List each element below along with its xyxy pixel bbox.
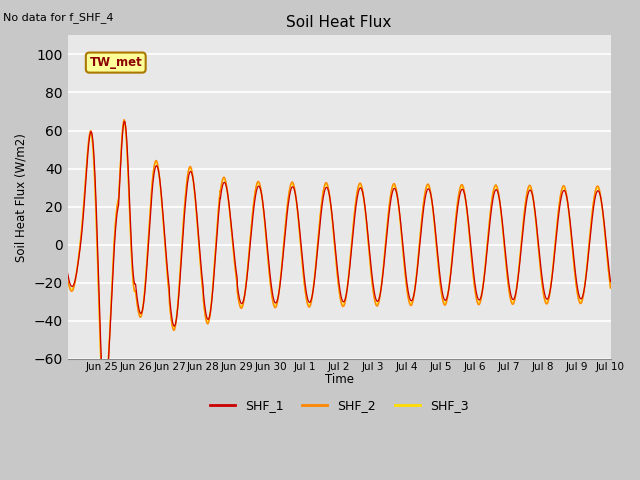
SHF_2 [100, 400, 108, 406]
SHF_1 [372, 297, 380, 302]
SHF_1 [101, 393, 109, 398]
SHF_2 [236, 302, 243, 308]
Line: SHF_2: SHF_2 [68, 120, 611, 403]
SHF_1 [503, 263, 511, 269]
Line: SHF_1: SHF_1 [68, 121, 611, 396]
SHF_3 [534, 236, 541, 242]
SHF_2 [534, 234, 541, 240]
SHF_3 [120, 120, 128, 126]
SHF_3 [599, 216, 607, 221]
Legend: SHF_1, SHF_2, SHF_3: SHF_1, SHF_2, SHF_3 [205, 395, 473, 418]
SHF_2 [372, 302, 380, 308]
Y-axis label: Soil Heat Flux (W/m2): Soil Heat Flux (W/m2) [15, 132, 28, 262]
SHF_2 [599, 213, 607, 218]
SHF_2 [64, 276, 72, 282]
SHF_1 [599, 211, 607, 217]
SHF_1 [120, 119, 128, 124]
SHF_3 [607, 285, 614, 291]
SHF_2 [118, 132, 126, 137]
SHF_1 [236, 296, 243, 301]
SHF_3 [503, 270, 511, 276]
SHF_3 [100, 399, 108, 405]
Title: Soil Heat Flux: Soil Heat Flux [286, 15, 392, 30]
SHF_1 [607, 279, 614, 285]
SHF_1 [64, 271, 72, 276]
SHF_3 [64, 276, 72, 282]
SHF_1 [118, 137, 126, 143]
SHF_1 [534, 230, 541, 236]
Text: No data for f_SHF_4: No data for f_SHF_4 [3, 12, 114, 23]
Line: SHF_3: SHF_3 [68, 123, 611, 402]
SHF_3 [372, 300, 380, 306]
SHF_3 [118, 133, 126, 139]
Text: TW_met: TW_met [90, 56, 142, 69]
SHF_2 [503, 269, 511, 275]
SHF_3 [236, 301, 243, 307]
X-axis label: Time: Time [324, 373, 353, 386]
SHF_2 [607, 285, 614, 291]
SHF_2 [120, 117, 128, 122]
